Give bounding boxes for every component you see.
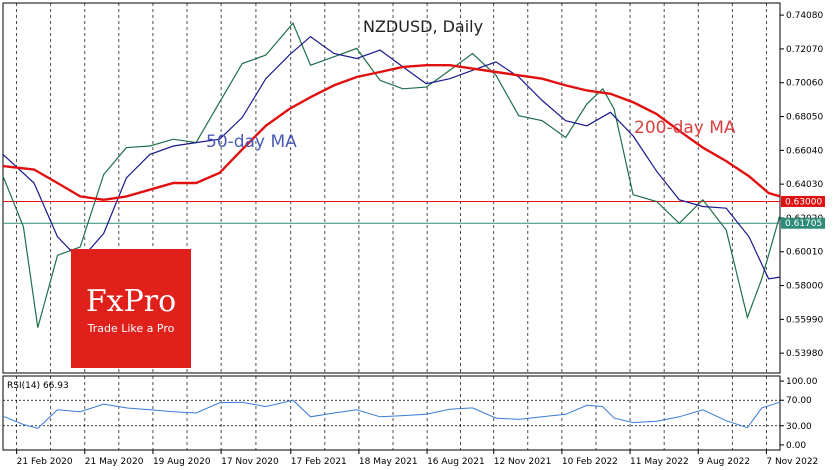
main-panel-frame [2, 2, 781, 374]
price-tag-box-0.61705 [781, 217, 825, 229]
x-tick-label-9: 11 May 2022 [630, 457, 689, 467]
ma200-label: 200-day MA [634, 118, 736, 138]
y-tick-label-2: 0.70060 [786, 79, 823, 89]
rsi-y-tick-label-2: 30.00 [786, 422, 812, 432]
x-tick-label-8: 10 Feb 2022 [562, 457, 618, 467]
ma200-series-line [2, 64, 781, 202]
x-tick-label-11: 7 Nov 2022 [766, 457, 818, 467]
y-tick-label-1: 0.72070 [786, 45, 823, 55]
y-tick-label-7: 0.60010 [786, 248, 823, 258]
price-tag-text-0.61705: 0.61705 [785, 219, 822, 229]
x-tick-label-4: 17 Feb 2021 [291, 457, 347, 467]
chart-title: NZDUSD, Daily [363, 17, 483, 36]
rsi-series-line [2, 399, 781, 429]
rsi-y-axis-ticks: 100.00 70.00 30.00 0.00 [780, 377, 818, 451]
rsi-y-tick-label-3: 0.00 [786, 441, 806, 451]
y-tick-label-8: 0.58000 [786, 282, 823, 292]
y-tick-label-5: 0.64030 [786, 180, 823, 190]
logo-background [71, 249, 191, 368]
rsi-panel-frame [2, 375, 781, 451]
x-tick-label-0: 21 Feb 2020 [17, 457, 73, 467]
y-axis-ticks: 0.74080 0.72070 0.70060 0.68050 0.66040 0.640… [780, 11, 823, 359]
price-tag-0.61705: 0.61705 [781, 217, 825, 229]
logo-text: FxPro [86, 284, 176, 319]
fxpro-logo: FxPro Trade Like a Pro [71, 249, 191, 368]
x-tick-label-7: 12 Nov 2021 [494, 457, 552, 467]
x-tick-label-1: 21 May 2020 [85, 457, 144, 467]
y-tick-label-3: 0.68050 [786, 113, 823, 123]
rsi-label: RSI(14) 66.93 [7, 381, 69, 391]
price-tag-box-0.63000 [781, 195, 825, 207]
x-tick-label-10: 9 Aug 2022 [698, 457, 750, 467]
x-axis-ticks: 21 Feb 2020 21 May 2020 19 Aug 2020 17 Nov … [16, 450, 818, 467]
y-tick-label-4: 0.66040 [786, 146, 823, 156]
price-tag-0.63000: 0.63000 [781, 195, 825, 207]
y-tick-label-9: 0.55990 [786, 315, 823, 325]
price-tag-text-0.63000: 0.63000 [785, 197, 822, 207]
x-tick-label-5: 18 May 2021 [359, 457, 418, 467]
y-tick-label-0: 0.74080 [786, 11, 823, 21]
ma50-label: 50-day MA [206, 132, 297, 152]
x-tick-label-3: 17 Nov 2020 [221, 457, 279, 467]
x-tick-label-6: 16 Aug 2021 [427, 457, 485, 467]
logo-tagline: Trade Like a Pro [87, 322, 175, 335]
price-series-line [2, 22, 781, 328]
x-tick-label-2: 19 Aug 2020 [153, 457, 211, 467]
y-tick-label-10: 0.53980 [786, 349, 823, 359]
rsi-y-tick-label-1: 70.00 [786, 396, 812, 406]
rsi-y-tick-label-0: 100.00 [786, 377, 818, 387]
